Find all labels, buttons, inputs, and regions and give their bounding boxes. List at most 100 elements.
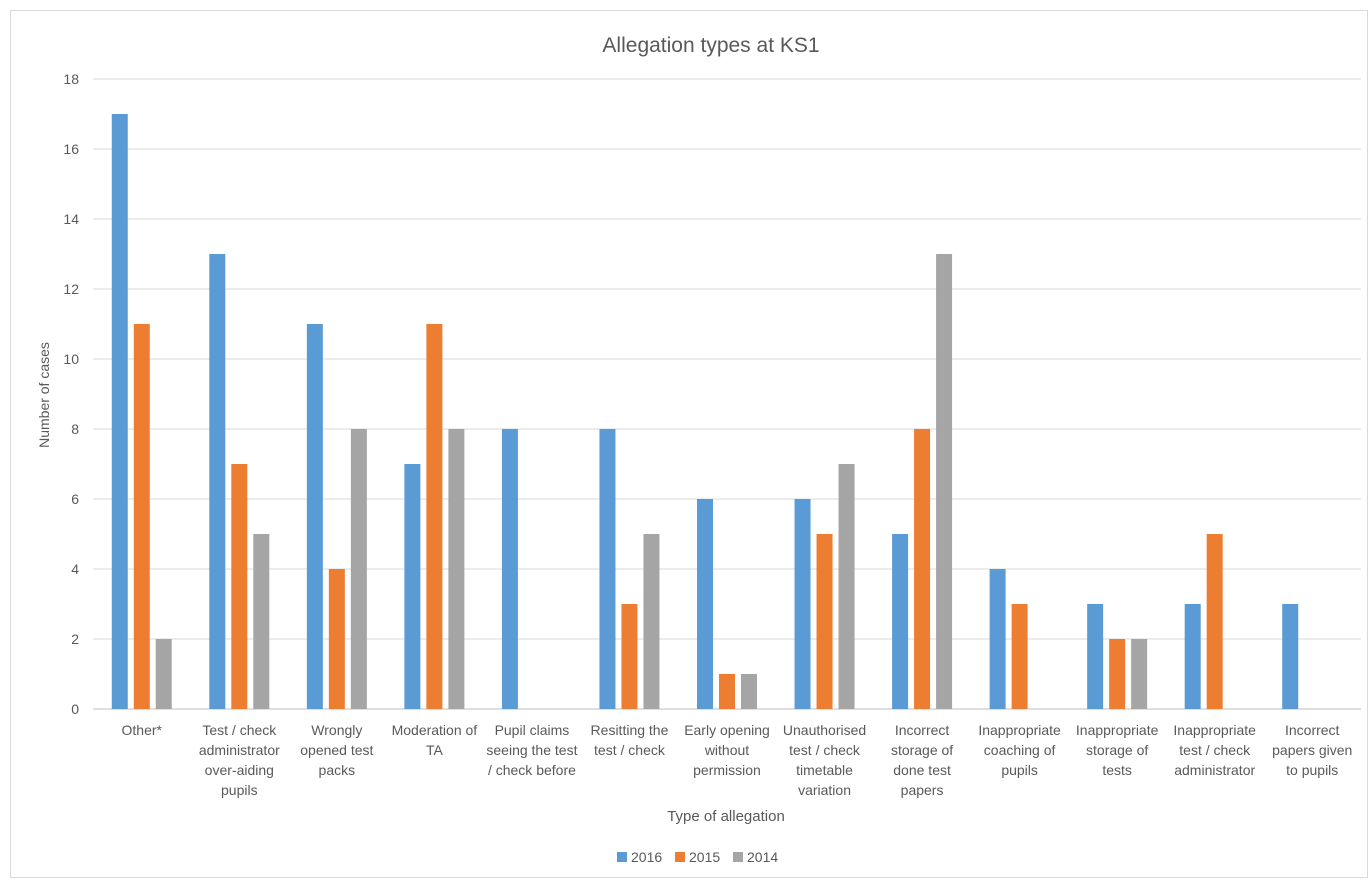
x-category-label: Incorrect storage of done test papers	[891, 722, 953, 798]
bar-2015	[1011, 604, 1028, 709]
x-category-label-line: test / check	[1179, 742, 1251, 758]
bar-2016	[989, 569, 1006, 709]
legend: 2016 2015 2014	[617, 849, 778, 865]
x-category-label-line: opened test	[300, 742, 373, 758]
bar-2014	[741, 674, 757, 709]
x-category-label-line: Inappropriate	[978, 722, 1061, 738]
x-category-label-line: variation	[798, 782, 851, 798]
x-category-label: Resitting the test / check	[591, 722, 669, 758]
x-category-label-line: Inappropriate	[1076, 722, 1159, 738]
chart-frame: Allegation types at KS1 0 2 4 6 8 10 12 14 16 18 …	[10, 10, 1368, 878]
x-category-label-line: pupils	[221, 782, 258, 798]
bar-2015	[914, 429, 931, 709]
bar-2014	[838, 464, 855, 709]
bar-2016	[209, 254, 226, 709]
x-category-label: Early opening without permission	[684, 722, 770, 778]
bar-2015	[621, 604, 638, 709]
x-category-label-line: timetable	[796, 762, 853, 778]
x-category-label-line: without	[704, 742, 749, 758]
x-category-label-line: / check before	[488, 762, 576, 778]
x-category-label-line: papers	[901, 782, 944, 798]
x-category-label-line: test / check	[594, 742, 666, 758]
x-category-label: Pupil claims seeing the test / check befor…	[486, 722, 577, 778]
y-tick-label: 6	[71, 491, 79, 507]
x-category-label-line: packs	[319, 762, 356, 778]
bar-2016	[306, 324, 323, 709]
x-category-label: Test / check administrator over-aiding pupi…	[199, 722, 280, 798]
bar-2016	[599, 429, 616, 709]
x-category-label-line: Resitting the	[591, 722, 669, 738]
x-category-label: Incorrect papers given to pupils	[1272, 722, 1352, 778]
bar-2015	[426, 324, 443, 709]
gridlines	[93, 78, 1361, 710]
y-tick-label: 0	[71, 701, 79, 717]
y-axis-title: Number of cases	[36, 342, 52, 448]
bar-chart: Allegation types at KS1 024681012141618 …	[36, 34, 1361, 865]
x-category-label-line: permission	[693, 762, 761, 778]
x-category-label-line: storage of	[891, 742, 953, 758]
y-tick-label: 10	[63, 351, 79, 367]
legend-swatch	[675, 852, 685, 862]
bar-2014	[643, 534, 660, 709]
bar-2016	[892, 534, 909, 709]
bar-2014	[253, 534, 270, 709]
x-category-label-line: pupils	[1001, 762, 1038, 778]
x-category-label-line: test / check	[789, 742, 861, 758]
bars	[111, 114, 1299, 709]
y-tick-label: 12	[63, 281, 79, 297]
bar-2014	[350, 429, 367, 709]
x-category-label-line: papers given	[1272, 742, 1352, 758]
x-category-label: Inappropriate storage of tests	[1076, 722, 1159, 778]
bar-2014	[155, 639, 172, 709]
y-tick-label: 2	[71, 631, 79, 647]
bar-2016	[501, 429, 518, 709]
bar-2016	[794, 499, 811, 709]
x-axis-category-labels: Other* Test / check administrator over-aidi…	[122, 722, 1353, 798]
y-tick-label: 8	[71, 421, 79, 437]
legend-label: 2014	[747, 849, 778, 865]
bar-2016	[697, 499, 713, 709]
bar-2015	[719, 674, 735, 709]
x-category-label: Unauthorised test / check timetable variati…	[783, 722, 866, 798]
x-category-label-line: Early opening	[684, 722, 770, 738]
bar-2016	[111, 114, 128, 709]
bar-2015	[133, 324, 150, 709]
x-category-label: Inappropriate coaching of pupils	[978, 722, 1061, 778]
x-category-label-line: Incorrect	[1285, 722, 1340, 738]
y-axis-tick-labels: 0 2 4 6 8 10 12 14 16 18	[63, 71, 79, 717]
bar-2015	[1206, 534, 1223, 709]
x-axis-title: Type of allegation	[667, 808, 785, 825]
bar-2016	[1184, 604, 1201, 709]
x-category-label-line: over-aiding	[205, 762, 274, 778]
x-category-label-line: Test / check	[202, 722, 277, 738]
bar-2016	[1282, 604, 1299, 709]
x-category-label-line: Other*	[122, 722, 163, 738]
x-category-label-line: Incorrect	[895, 722, 950, 738]
x-category-label: Other*	[122, 722, 163, 738]
x-category-label-line: Pupil claims	[495, 722, 570, 738]
bar-2014	[448, 429, 465, 709]
bar-2014	[936, 254, 953, 709]
bar-2014	[1131, 639, 1148, 709]
bar-2016	[1087, 604, 1104, 709]
legend-label: 2015	[689, 849, 720, 865]
bar-2015	[1109, 639, 1126, 709]
y-tick-label: 16	[63, 141, 79, 157]
legend-swatch	[617, 852, 627, 862]
x-category-label-line: to pupils	[1286, 762, 1338, 778]
legend-swatch	[733, 852, 743, 862]
x-category-label-line: seeing the test	[486, 742, 577, 758]
x-category-label-line: Unauthorised	[783, 722, 866, 738]
x-category-label-line: administrator	[199, 742, 280, 758]
y-tick-label: 14	[63, 211, 79, 227]
x-category-label-line: Inappropriate	[1173, 722, 1256, 738]
y-tick-label: 4	[71, 561, 79, 577]
x-category-label-line: tests	[1102, 762, 1132, 778]
bar-2015	[231, 464, 248, 709]
x-category-label-line: done test	[893, 762, 951, 778]
x-category-label-line: coaching of	[984, 742, 1056, 758]
x-category-label-line: administrator	[1174, 762, 1255, 778]
bar-2015	[816, 534, 833, 709]
bar-2016	[404, 464, 421, 709]
legend-label: 2016	[631, 849, 662, 865]
